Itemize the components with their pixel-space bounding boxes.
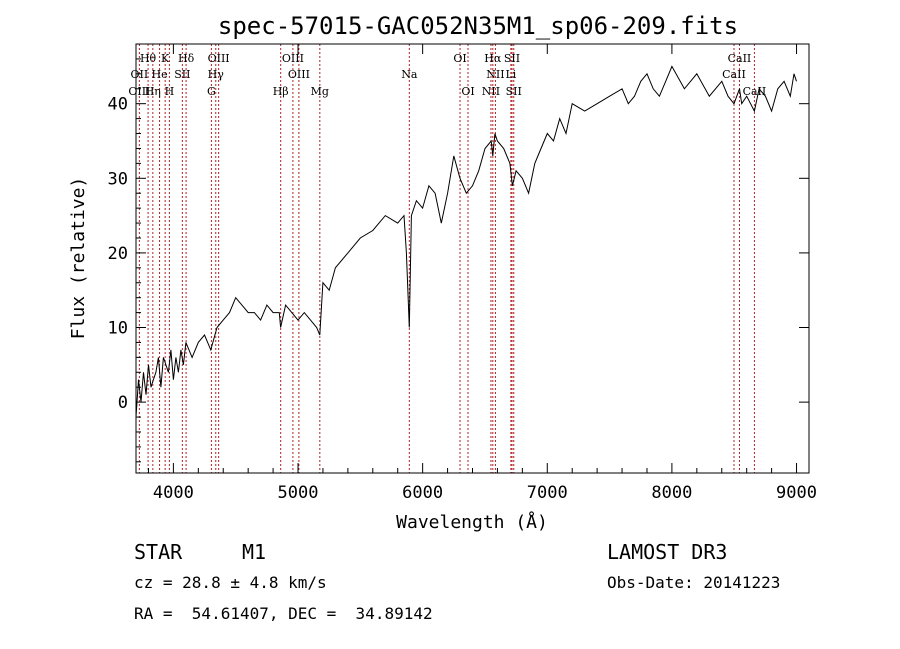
- spectral-line-label: He: [152, 68, 168, 81]
- spectral-line-label: Li: [505, 68, 516, 81]
- obs-date: Obs-Date: 20141223: [607, 573, 781, 592]
- spectral-line-label: SII: [506, 85, 522, 98]
- spectral-line-label: OII: [131, 68, 149, 81]
- x-tick-label: 9000: [776, 483, 817, 503]
- x-tick-label: 4000: [153, 483, 194, 503]
- coordinates: RA = 54.61407, DEC = 34.89142: [134, 604, 433, 623]
- spectral-line-label: NII: [486, 68, 504, 81]
- spectral-line-label: OIII: [208, 52, 230, 65]
- spectral-line-label: CaII: [743, 85, 767, 98]
- object-type: STAR: [134, 540, 183, 564]
- spectrum-line: [135, 65, 797, 418]
- spectral-line-label: CaII: [722, 68, 746, 81]
- survey-name: LAMOST DR3: [607, 540, 728, 564]
- spectral-line-label: SII: [174, 68, 190, 81]
- spectral-line-label: Mg: [311, 85, 329, 98]
- x-tick-label: 5000: [278, 483, 319, 503]
- spectral-lines-layer: [138, 44, 755, 473]
- y-tick-label: 40: [108, 95, 128, 115]
- x-axis-label: Wavelength (Å): [396, 511, 548, 533]
- y-axis: 0 10 20 30 40: [108, 58, 809, 463]
- y-tick-label: 20: [108, 244, 128, 264]
- spectral-line-label: OIII: [282, 52, 304, 65]
- y-tick-label: 0: [118, 393, 128, 413]
- y-tick-label: 30: [108, 169, 128, 189]
- subclass: M1: [242, 540, 267, 564]
- redshift-cz: cz = 28.8 ± 4.8 km/s: [134, 573, 327, 592]
- spectral-line-label: OIII: [288, 68, 310, 81]
- spectral-line-label: H: [165, 85, 175, 98]
- spectral-line-label: Hγ: [208, 68, 225, 81]
- spectral-line-label: Hδ: [178, 52, 195, 65]
- x-tick-label: 7000: [527, 483, 568, 503]
- spectral-line-label: NII: [482, 85, 500, 98]
- spectral-line-label: SII: [504, 52, 520, 65]
- spectral-line-label: K: [161, 52, 170, 65]
- x-tick-label: 6000: [402, 483, 443, 503]
- x-axis: 4000 5000 6000 7000 8000 9000: [147, 44, 817, 503]
- spectral-line-label: Hα: [484, 52, 502, 65]
- spectral-line-label: Na: [401, 68, 418, 81]
- spectral-line-label: Hη: [145, 85, 161, 98]
- spectral-line-label: CaII: [728, 52, 752, 65]
- y-axis-label: Flux (relative): [68, 177, 89, 340]
- spectral-line-label: OI: [461, 85, 474, 98]
- spectral-line-label: Hβ: [273, 85, 289, 98]
- spectral-line-label: G: [207, 85, 216, 98]
- y-tick-label: 10: [108, 319, 128, 339]
- spectral-line-label: OI: [453, 52, 466, 65]
- spectral-line-label: Hθ: [140, 52, 157, 65]
- chart-title: spec-57015-GAC052N35M1_sp06-209.fits: [218, 12, 738, 40]
- plot-frame: [135, 43, 810, 474]
- spectral-line-label: OIII: [128, 85, 150, 98]
- x-tick-label: 8000: [651, 483, 692, 503]
